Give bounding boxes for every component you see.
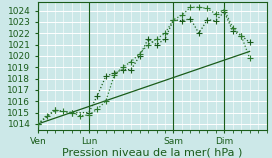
X-axis label: Pression niveau de la mer( hPa ): Pression niveau de la mer( hPa ) — [62, 148, 243, 158]
